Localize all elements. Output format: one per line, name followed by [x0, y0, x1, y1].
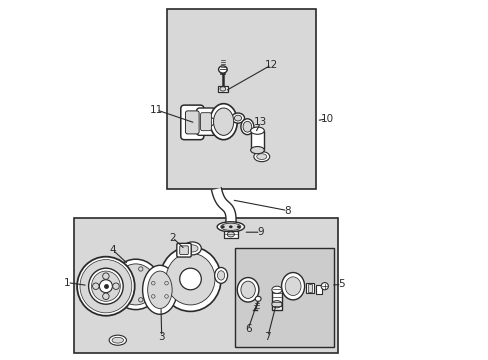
- Ellipse shape: [271, 301, 282, 308]
- Ellipse shape: [253, 152, 269, 162]
- Ellipse shape: [220, 223, 241, 230]
- Ellipse shape: [220, 87, 225, 91]
- Ellipse shape: [217, 222, 244, 232]
- FancyBboxPatch shape: [196, 108, 215, 135]
- Polygon shape: [211, 188, 236, 224]
- Ellipse shape: [112, 337, 123, 343]
- Ellipse shape: [77, 257, 134, 316]
- Ellipse shape: [250, 147, 264, 154]
- Bar: [73, 218, 337, 353]
- Text: 7: 7: [264, 332, 271, 342]
- Ellipse shape: [250, 127, 264, 134]
- Ellipse shape: [203, 117, 215, 126]
- Text: 13: 13: [254, 117, 267, 127]
- Ellipse shape: [237, 225, 240, 228]
- Ellipse shape: [271, 286, 282, 293]
- Ellipse shape: [186, 245, 198, 252]
- Bar: [167, 9, 316, 189]
- FancyBboxPatch shape: [177, 243, 191, 257]
- Ellipse shape: [113, 283, 119, 289]
- Ellipse shape: [234, 115, 241, 121]
- Ellipse shape: [142, 265, 177, 314]
- Ellipse shape: [102, 293, 109, 300]
- Text: 8: 8: [284, 206, 290, 216]
- Ellipse shape: [109, 335, 126, 345]
- Ellipse shape: [138, 267, 142, 271]
- Ellipse shape: [228, 225, 232, 228]
- Ellipse shape: [120, 292, 124, 296]
- Ellipse shape: [221, 225, 224, 228]
- Ellipse shape: [227, 232, 234, 237]
- Text: 11: 11: [149, 105, 163, 115]
- Text: 10: 10: [320, 114, 333, 124]
- Ellipse shape: [243, 121, 251, 132]
- Ellipse shape: [147, 271, 172, 309]
- Text: 3: 3: [158, 332, 164, 342]
- Ellipse shape: [92, 283, 99, 289]
- Text: 4: 4: [110, 245, 116, 255]
- Ellipse shape: [166, 253, 215, 305]
- FancyBboxPatch shape: [179, 246, 188, 255]
- Bar: [316, 285, 321, 294]
- Bar: [271, 290, 282, 310]
- FancyBboxPatch shape: [200, 113, 211, 131]
- FancyBboxPatch shape: [185, 111, 199, 134]
- Ellipse shape: [183, 242, 201, 255]
- Bar: [306, 283, 313, 293]
- Ellipse shape: [281, 273, 304, 300]
- Bar: [218, 86, 227, 92]
- FancyBboxPatch shape: [181, 105, 203, 140]
- Ellipse shape: [88, 268, 123, 304]
- Ellipse shape: [164, 294, 168, 298]
- Ellipse shape: [321, 283, 328, 290]
- Ellipse shape: [116, 264, 155, 305]
- Text: 1: 1: [64, 278, 71, 288]
- Ellipse shape: [214, 267, 227, 283]
- Text: 9: 9: [257, 227, 264, 237]
- Ellipse shape: [217, 271, 224, 280]
- Ellipse shape: [80, 260, 132, 313]
- Ellipse shape: [91, 271, 120, 301]
- Ellipse shape: [255, 296, 261, 301]
- Ellipse shape: [111, 259, 160, 310]
- Ellipse shape: [237, 278, 258, 302]
- Text: 5: 5: [338, 279, 345, 289]
- Text: 2: 2: [169, 233, 176, 243]
- Ellipse shape: [138, 298, 142, 302]
- Ellipse shape: [149, 282, 154, 287]
- Ellipse shape: [179, 268, 201, 290]
- Bar: [235, 248, 334, 347]
- Ellipse shape: [151, 294, 155, 298]
- Ellipse shape: [213, 108, 233, 135]
- Ellipse shape: [164, 282, 168, 285]
- Ellipse shape: [218, 66, 227, 73]
- Bar: [250, 131, 264, 150]
- Ellipse shape: [99, 280, 112, 293]
- Ellipse shape: [256, 154, 266, 159]
- Ellipse shape: [160, 247, 221, 311]
- Ellipse shape: [241, 281, 255, 298]
- Ellipse shape: [231, 113, 244, 123]
- Ellipse shape: [285, 277, 301, 296]
- Ellipse shape: [102, 273, 109, 279]
- Ellipse shape: [151, 282, 155, 285]
- Text: 6: 6: [244, 324, 251, 334]
- Ellipse shape: [120, 273, 124, 277]
- Bar: [223, 231, 238, 238]
- Ellipse shape: [209, 104, 237, 140]
- Ellipse shape: [241, 119, 253, 135]
- Text: 12: 12: [264, 60, 278, 70]
- Bar: [307, 284, 311, 292]
